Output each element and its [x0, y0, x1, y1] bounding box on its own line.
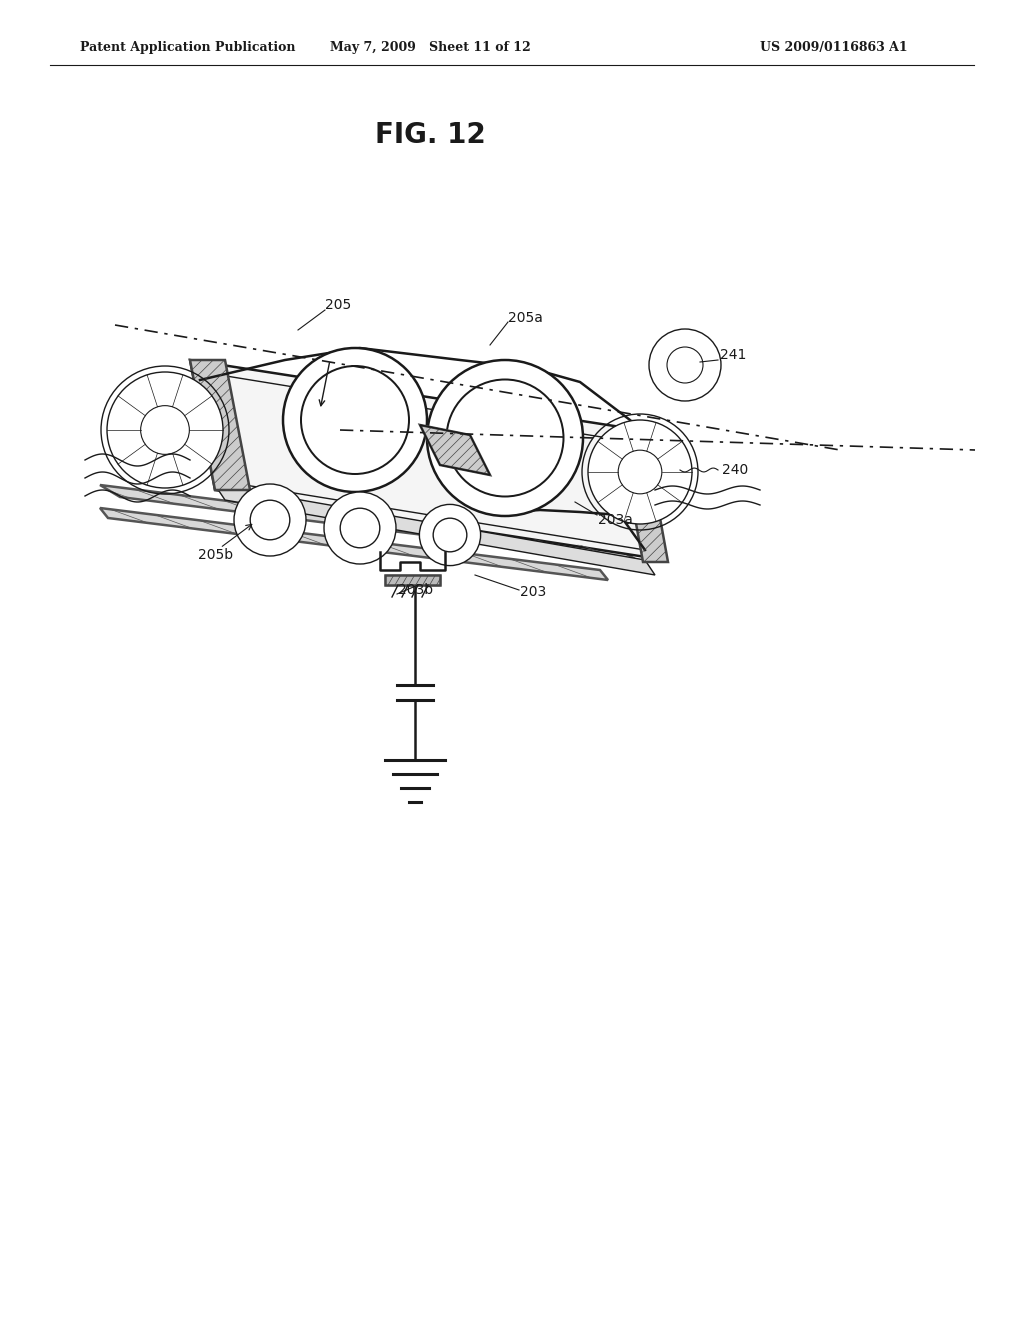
Text: 203b: 203b: [398, 583, 433, 597]
Text: 203: 203: [520, 585, 546, 599]
Polygon shape: [385, 576, 440, 585]
Circle shape: [140, 405, 189, 454]
Circle shape: [234, 484, 306, 556]
Circle shape: [667, 347, 703, 383]
Circle shape: [340, 508, 380, 548]
Circle shape: [106, 372, 223, 488]
Circle shape: [283, 348, 427, 492]
Circle shape: [433, 519, 467, 552]
Polygon shape: [385, 576, 440, 585]
Polygon shape: [215, 484, 655, 576]
Polygon shape: [100, 484, 640, 562]
Polygon shape: [190, 360, 250, 490]
Circle shape: [446, 380, 563, 496]
Circle shape: [588, 420, 692, 524]
Polygon shape: [100, 508, 608, 579]
Text: May 7, 2009   Sheet 11 of 12: May 7, 2009 Sheet 11 of 12: [330, 41, 530, 54]
Text: 241: 241: [720, 348, 746, 362]
Circle shape: [420, 504, 480, 565]
Text: FIG. 12: FIG. 12: [375, 121, 485, 149]
Polygon shape: [620, 436, 668, 562]
Text: US 2009/0116863 A1: US 2009/0116863 A1: [760, 41, 907, 54]
Circle shape: [427, 360, 583, 516]
Text: 205a: 205a: [508, 312, 543, 325]
Text: 203a: 203a: [598, 513, 633, 527]
Text: 205: 205: [325, 298, 351, 312]
Text: 205b: 205b: [198, 548, 233, 562]
Text: 240: 240: [722, 463, 749, 477]
Polygon shape: [190, 360, 665, 560]
Circle shape: [250, 500, 290, 540]
Circle shape: [301, 366, 409, 474]
Circle shape: [618, 450, 662, 494]
Circle shape: [649, 329, 721, 401]
Polygon shape: [420, 425, 490, 475]
Circle shape: [324, 492, 396, 564]
Text: Patent Application Publication: Patent Application Publication: [80, 41, 296, 54]
